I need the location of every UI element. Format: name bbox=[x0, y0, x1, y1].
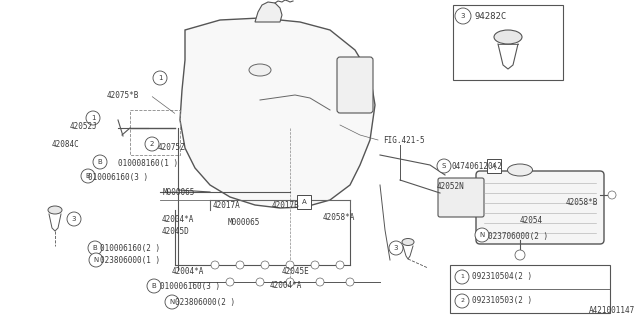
Text: 2: 2 bbox=[150, 141, 154, 147]
Circle shape bbox=[165, 295, 179, 309]
Circle shape bbox=[226, 278, 234, 286]
Circle shape bbox=[286, 261, 294, 269]
Text: 023706000(2 ): 023706000(2 ) bbox=[488, 231, 548, 241]
Ellipse shape bbox=[494, 30, 522, 44]
Text: 010006160(3 ): 010006160(3 ) bbox=[88, 172, 148, 181]
Circle shape bbox=[608, 191, 616, 199]
Circle shape bbox=[336, 261, 344, 269]
Text: 1: 1 bbox=[460, 275, 464, 279]
Ellipse shape bbox=[249, 64, 271, 76]
Text: 3: 3 bbox=[461, 13, 465, 19]
Text: 42084C: 42084C bbox=[52, 140, 80, 148]
Text: 1: 1 bbox=[91, 115, 95, 121]
Circle shape bbox=[455, 294, 469, 308]
Text: 42045E: 42045E bbox=[282, 268, 310, 276]
Circle shape bbox=[286, 278, 294, 286]
Text: 010006160(3 ): 010006160(3 ) bbox=[160, 282, 220, 291]
Circle shape bbox=[475, 228, 489, 242]
Circle shape bbox=[88, 241, 102, 255]
Text: 092310504(2 ): 092310504(2 ) bbox=[472, 273, 532, 282]
FancyBboxPatch shape bbox=[438, 178, 484, 217]
Circle shape bbox=[256, 278, 264, 286]
Ellipse shape bbox=[402, 238, 414, 245]
Circle shape bbox=[67, 212, 81, 226]
Circle shape bbox=[147, 279, 161, 293]
Circle shape bbox=[389, 241, 403, 255]
Circle shape bbox=[89, 253, 103, 267]
Circle shape bbox=[236, 261, 244, 269]
Text: A: A bbox=[301, 199, 307, 205]
Circle shape bbox=[346, 278, 354, 286]
Circle shape bbox=[211, 261, 219, 269]
Text: 42017B: 42017B bbox=[272, 201, 300, 210]
Text: B: B bbox=[86, 173, 90, 179]
Text: 42017A: 42017A bbox=[213, 201, 241, 210]
Text: A421001147: A421001147 bbox=[589, 306, 635, 315]
Circle shape bbox=[153, 71, 167, 85]
Text: B: B bbox=[93, 245, 97, 251]
Text: A: A bbox=[492, 163, 497, 169]
Text: 42052J: 42052J bbox=[70, 122, 98, 131]
Text: N: N bbox=[479, 232, 484, 238]
Bar bbox=[453, 5, 563, 80]
Text: 42058*B: 42058*B bbox=[566, 197, 598, 206]
Bar bbox=[450, 265, 610, 313]
Polygon shape bbox=[255, 2, 282, 22]
Text: 42004*A: 42004*A bbox=[270, 281, 302, 290]
Text: FIG.421-5: FIG.421-5 bbox=[383, 135, 424, 145]
Circle shape bbox=[455, 8, 471, 24]
Text: 42058*A: 42058*A bbox=[323, 212, 355, 221]
Text: M000065: M000065 bbox=[163, 188, 195, 196]
Circle shape bbox=[81, 169, 95, 183]
Text: B: B bbox=[98, 159, 102, 165]
Text: N: N bbox=[170, 299, 175, 305]
Text: 3: 3 bbox=[72, 216, 76, 222]
Text: S: S bbox=[442, 163, 446, 169]
Ellipse shape bbox=[48, 206, 62, 214]
Circle shape bbox=[93, 155, 107, 169]
Text: 2: 2 bbox=[460, 299, 464, 303]
Bar bbox=[130, 110, 180, 155]
Text: 42075Z: 42075Z bbox=[158, 142, 186, 151]
Text: 047406120(2: 047406120(2 bbox=[451, 162, 502, 171]
FancyBboxPatch shape bbox=[337, 57, 373, 113]
Text: 3: 3 bbox=[394, 245, 398, 251]
Bar bbox=[297, 195, 311, 209]
Bar bbox=[487, 159, 501, 173]
Text: 010006160(2 ): 010006160(2 ) bbox=[100, 244, 160, 252]
Text: 023806000(2 ): 023806000(2 ) bbox=[175, 298, 235, 307]
Circle shape bbox=[311, 261, 319, 269]
Text: N: N bbox=[93, 257, 99, 263]
Text: 092310503(2 ): 092310503(2 ) bbox=[472, 297, 532, 306]
Text: 42052N: 42052N bbox=[437, 181, 465, 190]
Text: M000065: M000065 bbox=[228, 218, 260, 227]
Circle shape bbox=[145, 137, 159, 151]
Circle shape bbox=[455, 270, 469, 284]
Circle shape bbox=[437, 159, 451, 173]
Text: 023806000(1 ): 023806000(1 ) bbox=[100, 255, 160, 265]
Text: 1: 1 bbox=[157, 75, 163, 81]
Text: 94282C: 94282C bbox=[474, 12, 506, 20]
Circle shape bbox=[515, 250, 525, 260]
Text: 42045D: 42045D bbox=[162, 227, 189, 236]
Text: 42075*B: 42075*B bbox=[107, 91, 140, 100]
Text: 42054: 42054 bbox=[520, 215, 543, 225]
Polygon shape bbox=[180, 18, 375, 208]
Text: 42004*A: 42004*A bbox=[172, 267, 204, 276]
Text: 42004*A: 42004*A bbox=[162, 214, 195, 223]
Circle shape bbox=[316, 278, 324, 286]
Ellipse shape bbox=[508, 164, 532, 176]
Circle shape bbox=[86, 111, 100, 125]
Text: 010008160(1 ): 010008160(1 ) bbox=[118, 158, 178, 167]
Text: B: B bbox=[152, 283, 156, 289]
FancyBboxPatch shape bbox=[476, 171, 604, 244]
Circle shape bbox=[261, 261, 269, 269]
